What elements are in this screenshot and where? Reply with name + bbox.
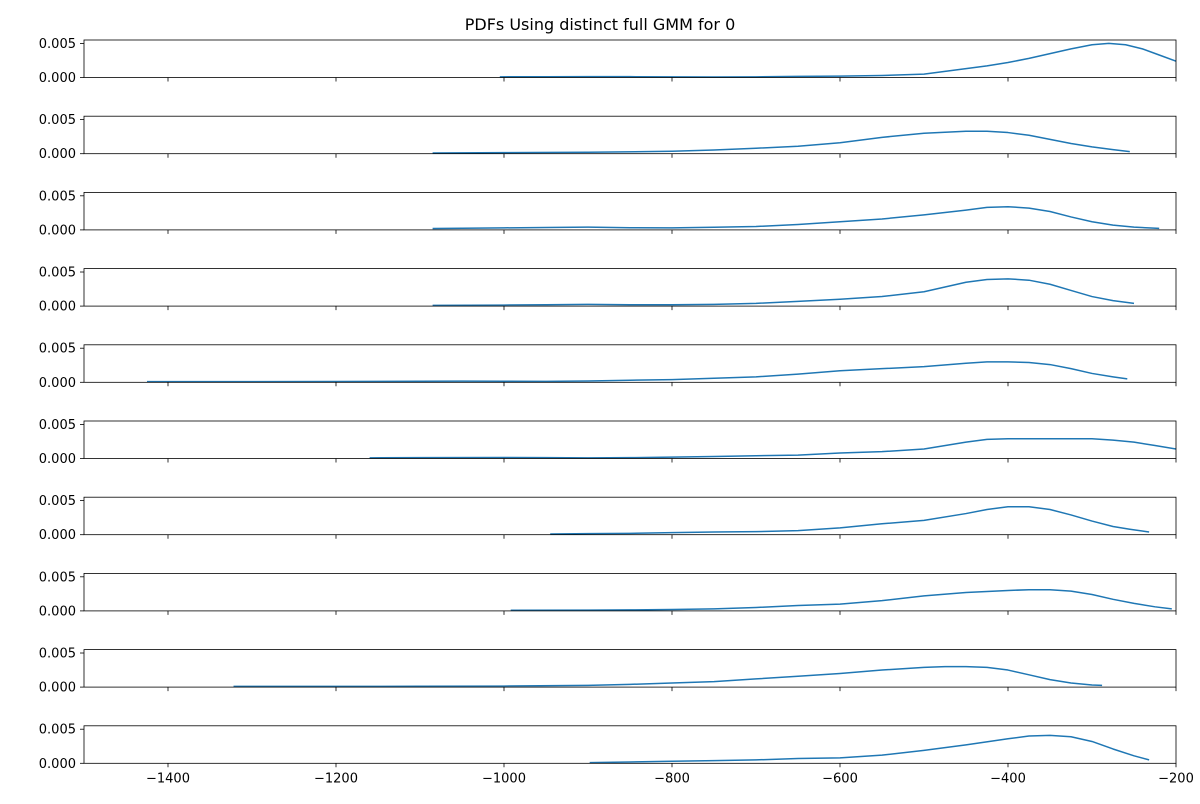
y-tick-label: 0.005 [39, 342, 76, 357]
panel-9: 0.000 0.005 [39, 647, 1177, 696]
y-tick-label: 0.000 [39, 300, 76, 315]
axes-frame-4 [83, 268, 1177, 307]
y-tick-label: 0.005 [39, 113, 76, 128]
pdf-line-5 [147, 361, 1128, 383]
pdf-line-2 [432, 130, 1130, 154]
pdf-line-10 [589, 734, 1150, 764]
y-tick-label: 0.000 [39, 147, 76, 162]
chart-title: PDFs Using distinct full GMM for 0 [465, 15, 736, 34]
axes-frame-2 [83, 115, 1177, 155]
x-tick-label: −800 [654, 771, 690, 786]
x-tick-label: −1000 [482, 771, 526, 786]
panel-10: 0.000 0.005 −1400 −1200 −1000 −800 −600 −400 −20… [39, 723, 1194, 787]
panel-8: 0.000 0.005 [39, 570, 1177, 619]
y-tick-label: 0.000 [39, 604, 76, 619]
panels-group: 0.000 0.005 0.000 0.005 0.000 0.005 0.000 0.005… [39, 37, 1194, 786]
y-tick-label: 0.000 [39, 528, 76, 543]
axes-frame-5 [83, 344, 1177, 383]
axes-frame-6 [83, 420, 1177, 459]
panel-4: 0.000 0.005 [39, 266, 1177, 315]
y-tick-label: 0.000 [39, 452, 76, 467]
x-tick-label: −1200 [314, 771, 358, 786]
pdf-line-4 [432, 278, 1135, 307]
pdf-line-6 [369, 437, 1176, 459]
y-tick-label: 0.005 [39, 570, 76, 585]
y-tick-label: 0.005 [39, 266, 76, 281]
panel-2: 0.000 0.005 [39, 113, 1177, 162]
y-tick-label: 0.000 [39, 757, 76, 772]
axes-frame-9 [83, 649, 1177, 688]
x-tick-label: −1400 [146, 771, 190, 786]
pdf-line-1 [499, 42, 1176, 78]
panel-5: 0.000 0.005 [39, 342, 1177, 391]
x-tick-label: −600 [822, 771, 858, 786]
y-tick-label: 0.000 [39, 223, 76, 238]
axes-frame-7 [83, 496, 1177, 536]
y-tick-label: 0.005 [39, 418, 76, 433]
y-tick-label: 0.005 [39, 647, 76, 662]
axes-frame-1 [83, 39, 1177, 78]
pdf-line-8 [510, 589, 1172, 611]
panel-3: 0.000 0.005 [39, 189, 1177, 238]
y-tick-label: 0.000 [39, 71, 76, 86]
pdf-line-7 [550, 506, 1150, 535]
y-tick-label: 0.005 [39, 37, 76, 52]
x-tick-label: −400 [990, 771, 1026, 786]
axes-frame-10 [83, 725, 1177, 764]
x-tick-label: −200 [1158, 771, 1194, 786]
y-tick-label: 0.005 [39, 189, 76, 204]
panel-6: 0.000 0.005 [39, 418, 1177, 467]
panel-7: 0.000 0.005 [39, 494, 1177, 543]
pdf-line-9 [233, 665, 1103, 688]
y-tick-label: 0.005 [39, 723, 76, 738]
y-tick-label: 0.000 [39, 681, 76, 696]
axes-frame-8 [83, 573, 1177, 612]
y-tick-label: 0.005 [39, 494, 76, 509]
panel-1: 0.000 0.005 [39, 37, 1177, 86]
pdf-line-3 [432, 205, 1160, 230]
y-tick-label: 0.000 [39, 376, 76, 391]
axes-frame-3 [83, 191, 1177, 231]
